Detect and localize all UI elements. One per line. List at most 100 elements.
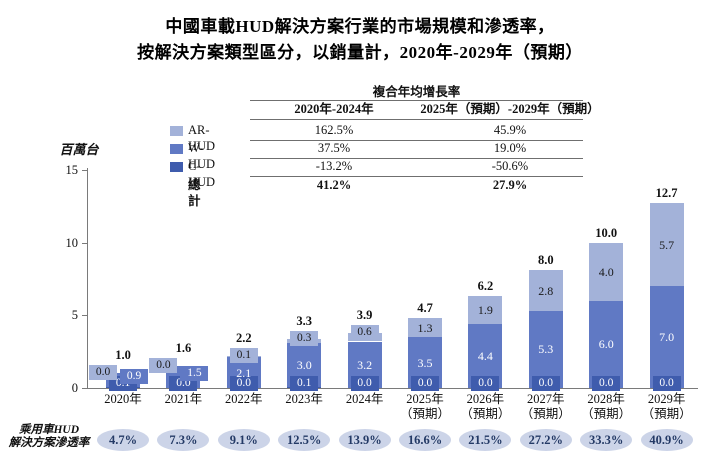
legend-label-ar-hud: AR-HUD xyxy=(188,123,216,153)
bar-label-ar-hud: 1.3 xyxy=(417,320,433,335)
cagr-value-1-1: 19.0% xyxy=(493,141,527,155)
x-axis-label: 2025年 （預期） xyxy=(393,392,457,422)
x-axis-label-line1: 2027年 xyxy=(527,392,565,406)
penetration-badge: 12.5% xyxy=(278,429,331,451)
cagr-value-3-1: 27.9% xyxy=(492,178,528,192)
table-rule xyxy=(250,176,583,177)
y-tick-label: 0 xyxy=(71,381,78,395)
bar-label-c-hud: 0.0 xyxy=(229,376,258,391)
bar-label-ar-hud: 1.9 xyxy=(477,303,493,318)
x-axis-label-line1: 2021年 xyxy=(164,392,203,406)
bar-label-w-hud: 2.1 xyxy=(236,365,252,380)
bar-label-ar-hud: 5.7 xyxy=(659,237,675,252)
penetration-badge: 33.3% xyxy=(580,429,633,451)
bar-segment-w-hud xyxy=(649,286,684,388)
penetration-badge: 7.3% xyxy=(157,429,210,451)
x-axis-line xyxy=(86,388,698,389)
penetration-row-label-line1: 乘用車HUD xyxy=(18,424,80,436)
bar-total-label: 12.7 xyxy=(655,186,678,201)
penetration-badge: 13.9% xyxy=(338,429,391,451)
bar-label-ar-hud: 4.0 xyxy=(598,264,614,279)
bar-segment-w-hud xyxy=(589,300,624,388)
bar-label-w-hud: 3.5 xyxy=(417,355,433,370)
cagr-value-2-0: -13.2% xyxy=(315,159,353,173)
x-axis-label-line2: （預期） xyxy=(520,407,571,421)
bar-label-w-hud: 1.5 xyxy=(180,366,209,382)
y-tick-label: 5 xyxy=(71,308,78,323)
bar-label-c-hud: 0.0 xyxy=(471,376,500,391)
bar-label-c-hud: 0.0 xyxy=(411,376,439,391)
bar-label-c-hud: 0.1 xyxy=(290,376,319,391)
cagr-value-0-1: 45.9% xyxy=(493,123,527,137)
bar-total-label: 3.3 xyxy=(296,313,312,328)
x-axis-label: 2021年 xyxy=(151,392,215,407)
bar-label-ar-hud: 0.6 xyxy=(350,324,379,340)
x-axis-label-line1: 2025年 xyxy=(406,392,444,406)
table-rule xyxy=(250,119,583,120)
bar-label-ar-hud: 0.3 xyxy=(290,330,319,346)
bar-label-w-hud: 5.3 xyxy=(538,342,554,357)
x-axis-label: 2024年 xyxy=(333,392,397,407)
bar-label-c-hud: 0.0 xyxy=(652,376,681,391)
x-axis-label: 2027年 （預期） xyxy=(514,392,578,422)
table-rule xyxy=(250,140,583,141)
bar-total-label: 4.7 xyxy=(417,301,433,316)
bar-label-c-hud: 0.0 xyxy=(592,376,621,391)
penetration-badge: 16.6% xyxy=(399,429,451,451)
bar-label-ar-hud: 2.8 xyxy=(538,283,554,298)
bar-label-w-hud: 3.0 xyxy=(296,357,312,372)
cagr-table-header: 複合年均增長率 xyxy=(372,85,461,99)
x-axis-label-line1: 2022年 xyxy=(225,392,263,406)
penetration-row-label-line2: 解決方案滲透率 xyxy=(8,437,90,449)
cagr-col-header-2: 2025年（預期）-2029年（預期） xyxy=(420,102,600,116)
figure-title-line2: 按解決方案類型區分，以銷量計，2020年-2029年（預期） xyxy=(137,43,583,62)
bar-total-label: 3.9 xyxy=(356,307,373,322)
bar-label-ar-hud: 0.0 xyxy=(149,358,178,374)
figure-title-line1: 中國車載HUD解決方案行業的市場規模和滲透率， xyxy=(165,17,555,36)
legend-swatch-ar-hud xyxy=(170,126,183,136)
y-tick-label: 10 xyxy=(65,235,79,250)
x-axis-label-line2: （預期） xyxy=(641,407,692,421)
legend-swatch-c-hud xyxy=(170,162,183,172)
bar-label-w-hud: 3.2 xyxy=(357,357,373,372)
bar-segment-ar-hud xyxy=(408,318,442,338)
x-axis-label: 2020年 xyxy=(91,392,155,407)
legend-swatch-w-hud xyxy=(170,144,183,154)
bar-total-label: 8.0 xyxy=(537,253,554,268)
x-axis-label-line1: 2028年 xyxy=(587,392,625,406)
bar-label-w-hud: 4.4 xyxy=(477,349,493,364)
x-axis-label-line1: 2023年 xyxy=(285,392,323,406)
bar-total-label: 1.0 xyxy=(115,348,131,363)
x-axis-label: 2029年 （預期） xyxy=(635,392,699,422)
bar-label-w-hud: 6.0 xyxy=(598,337,614,352)
bar-segment-ar-hud xyxy=(649,203,684,287)
bar-label-ar-hud: 0.1 xyxy=(229,348,258,364)
y-tick-mark xyxy=(82,388,87,389)
x-axis-label-line2: （預期） xyxy=(460,407,511,421)
cagr-value-2-1: -50.6% xyxy=(491,159,529,173)
bar-label-w-hud: 0.9 xyxy=(120,369,148,384)
table-rule xyxy=(250,158,583,159)
x-axis-label: 2026年 （預期） xyxy=(453,392,517,422)
penetration-badge: 9.1% xyxy=(217,429,270,451)
x-axis-label-line2: （預期） xyxy=(581,407,632,421)
y-tick-mark xyxy=(82,170,87,171)
x-axis-label: 2022年 xyxy=(212,392,276,407)
bar-segment-ar-hud xyxy=(589,242,624,301)
penetration-badge: 27.2% xyxy=(519,429,572,451)
y-tick-mark xyxy=(82,243,87,244)
bar-label-ar-hud: 0.0 xyxy=(89,365,117,381)
table-rule xyxy=(250,100,583,101)
bar-label-c-hud: 0.0 xyxy=(531,376,560,391)
bar-label-w-hud: 7.0 xyxy=(659,330,675,345)
bar-total-label: 2.2 xyxy=(235,331,252,346)
cagr-value-1-0: 37.5% xyxy=(317,141,351,155)
y-tick-label: 15 xyxy=(65,163,79,178)
penetration-badge: 40.9% xyxy=(640,429,693,451)
bar-segment-w-hud xyxy=(528,310,563,388)
bar-total-label: 10.0 xyxy=(595,225,618,240)
penetration-badge: 4.7% xyxy=(97,429,149,451)
x-axis-label: 2023年 xyxy=(272,392,336,407)
y-tick-mark xyxy=(82,315,87,316)
x-axis-label-line1: 2026年 xyxy=(466,392,505,406)
